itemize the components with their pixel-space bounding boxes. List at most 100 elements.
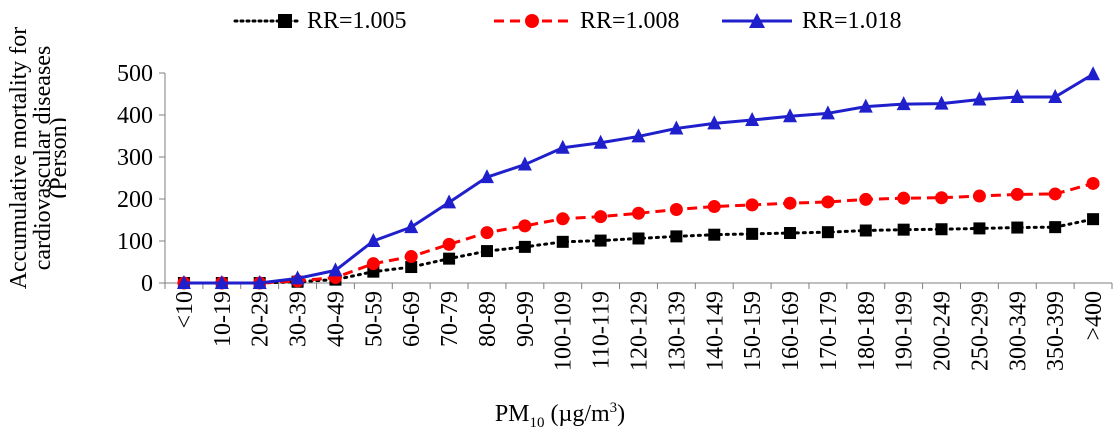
data-point-circle — [859, 192, 873, 206]
data-point-triangle — [404, 219, 419, 234]
x-tick-label: 140-149 — [702, 291, 728, 371]
data-point-circle — [594, 210, 608, 224]
data-point-circle — [518, 219, 532, 233]
x-tick-label: 50-59 — [361, 291, 387, 347]
svg-text:cardiovascular diseases: cardiovascular diseases — [30, 46, 56, 271]
x-tick-label: 200-249 — [930, 291, 956, 371]
x-tick-label: 10-19 — [210, 291, 236, 347]
svg-text:(Person): (Person) — [46, 117, 66, 198]
data-point-triangle — [593, 134, 608, 149]
data-point-triangle — [745, 112, 760, 127]
data-point-square — [1049, 221, 1062, 234]
x-tick-label: 70-79 — [437, 291, 463, 347]
data-point-circle — [669, 203, 683, 216]
x-tick-label: >400 — [1081, 291, 1107, 341]
legend-line-circle-icon — [494, 14, 570, 28]
data-point-triangle — [479, 169, 494, 184]
data-point-square — [935, 223, 948, 236]
data-point-circle — [404, 250, 418, 264]
data-point-triangle — [896, 96, 911, 111]
data-point-square — [405, 261, 418, 274]
y-tick-label: 400 — [117, 103, 153, 129]
data-point-triangle — [442, 194, 457, 209]
data-point-triangle — [669, 120, 684, 135]
x-tick-label: 80-89 — [475, 291, 501, 347]
data-point-circle — [783, 196, 797, 210]
data-point-triangle — [1086, 66, 1101, 81]
x-tick-label: 180-189 — [854, 291, 880, 371]
x-tick-label: 100-109 — [551, 291, 577, 371]
x-tick-label: <10 — [172, 291, 198, 329]
data-point-square — [1011, 221, 1024, 234]
data-point-square — [443, 252, 456, 265]
data-point-square — [556, 235, 569, 248]
data-point-square — [480, 245, 493, 258]
y-tick-label: 300 — [117, 145, 153, 171]
x-tick-label: 110-119 — [589, 291, 615, 369]
data-point-square — [594, 234, 607, 247]
x-tick-label: 40-49 — [323, 291, 349, 347]
data-point-square — [973, 222, 986, 235]
data-point-square — [670, 230, 683, 243]
data-point-square — [897, 223, 910, 236]
data-point-triangle — [783, 108, 798, 123]
x-axis-label: PM10 (µg/m3) — [494, 400, 626, 431]
data-point-circle — [1086, 176, 1100, 190]
x-tick-label: 350-399 — [1043, 291, 1069, 371]
data-point-triangle — [252, 275, 267, 289]
data-point-triangle — [858, 98, 873, 113]
legend-item-rr1005: RR=1.005 — [233, 6, 407, 36]
legend-label: RR=1.018 — [802, 7, 902, 34]
data-point-triangle — [366, 233, 381, 247]
data-point-square — [1087, 213, 1100, 226]
data-point-triangle — [820, 105, 835, 120]
x-tick-label: 160-169 — [778, 291, 804, 371]
data-point-circle — [632, 206, 645, 220]
data-point-triangle — [1048, 88, 1063, 103]
data-point-triangle — [214, 275, 229, 289]
data-point-triangle — [707, 115, 722, 130]
legend-item-rr1018: RR=1.018 — [720, 6, 902, 36]
x-tick-label: 190-199 — [892, 291, 918, 371]
data-point-circle — [972, 189, 986, 203]
y-axis-label: Accumulative mortality for cardiovascula… — [6, 27, 66, 290]
x-tick-label: 90-99 — [513, 291, 539, 347]
data-point-triangle — [555, 139, 570, 154]
x-tick-label: 30-39 — [286, 291, 312, 347]
data-point-triangle — [517, 156, 532, 171]
data-point-square — [708, 228, 721, 241]
data-point-triangle — [631, 128, 646, 143]
data-point-circle — [556, 212, 570, 226]
data-point-square — [821, 226, 834, 239]
data-point-circle — [366, 257, 380, 271]
svg-text:Accumulative mortality for: Accumulative mortality for — [6, 27, 32, 290]
data-point-circle — [480, 226, 494, 240]
data-point-triangle — [176, 275, 191, 289]
y-tick-label: 500 — [117, 61, 153, 87]
data-point-circle — [935, 191, 949, 205]
data-point-circle — [821, 195, 835, 209]
data-point-square — [859, 224, 872, 237]
x-tick-label: 130-139 — [664, 291, 690, 371]
x-tick-label: 300-349 — [1005, 291, 1031, 371]
data-point-circle — [897, 191, 911, 205]
x-tick-label: 170-179 — [816, 291, 842, 371]
data-point-triangle — [1010, 88, 1025, 103]
data-point-circle — [745, 198, 759, 212]
series-line-3 — [183, 72, 1094, 285]
y-tick-label: 100 — [117, 229, 153, 255]
data-point-square — [518, 240, 531, 253]
x-tick-label: 60-69 — [399, 291, 425, 347]
legend-line-square-icon — [233, 14, 299, 28]
legend-item-rr1008: RR=1.008 — [492, 6, 680, 36]
x-tick-label: 250-299 — [967, 291, 993, 371]
data-point-square — [784, 227, 797, 240]
data-point-circle — [707, 200, 721, 214]
data-point-triangle — [934, 95, 949, 110]
data-point-circle — [1048, 187, 1062, 201]
y-tick-label: 200 — [117, 187, 153, 213]
data-point-circle — [1010, 187, 1024, 201]
legend-label: RR=1.005 — [307, 7, 407, 34]
x-tick-label: 150-159 — [740, 291, 766, 371]
